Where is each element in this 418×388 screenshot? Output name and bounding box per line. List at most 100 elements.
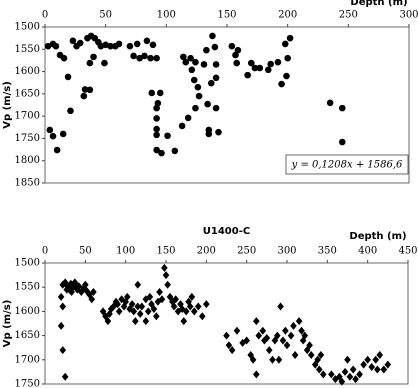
x-tick-label: 100 — [157, 10, 176, 21]
data-point — [192, 58, 199, 66]
x-tick-label: 0 — [42, 10, 48, 21]
data-point — [44, 42, 52, 50]
data-point — [317, 350, 325, 359]
data-point — [338, 138, 346, 146]
data-point — [178, 122, 186, 130]
data-point — [188, 292, 196, 301]
y-axis-title: Vp (m/s) — [2, 81, 13, 129]
data-point — [278, 80, 285, 88]
data-point — [234, 46, 242, 54]
data-point — [142, 317, 150, 326]
data-point — [90, 53, 97, 61]
data-point — [190, 307, 198, 316]
data-point — [59, 130, 67, 138]
data-point — [141, 52, 148, 60]
y-tick-label: 1550 — [15, 282, 40, 293]
data-point — [279, 336, 287, 345]
data-point — [156, 89, 164, 97]
data-point — [148, 300, 155, 309]
data-point — [349, 365, 357, 374]
data-point — [156, 288, 163, 297]
data-point — [356, 370, 363, 379]
data-point — [182, 307, 190, 316]
data-point — [184, 114, 192, 122]
data-point — [128, 300, 136, 309]
data-point — [115, 40, 123, 48]
data-point — [172, 295, 179, 304]
data-point — [341, 367, 349, 376]
data-point — [49, 132, 57, 140]
data-point — [115, 307, 123, 316]
data-point — [63, 285, 71, 294]
data-point — [263, 334, 271, 343]
data-point — [215, 128, 222, 136]
y-tick-label: 1500 — [15, 258, 40, 269]
data-point — [274, 58, 282, 66]
data-point — [57, 321, 65, 330]
y-tick-label: 1650 — [15, 88, 40, 99]
data-point — [195, 92, 203, 100]
x-tick-label: 150 — [156, 246, 175, 257]
data-point — [352, 375, 359, 384]
data-point — [154, 297, 162, 306]
x-tick-label: 150 — [217, 10, 236, 21]
data-point — [52, 42, 60, 50]
data-point — [171, 147, 179, 155]
data-point — [187, 54, 194, 62]
data-point — [228, 42, 236, 50]
data-point — [149, 41, 157, 49]
data-point — [203, 300, 210, 309]
data-point — [265, 346, 273, 355]
data-point — [368, 363, 375, 372]
data-point — [126, 304, 133, 313]
data-point — [170, 302, 178, 311]
data-point — [259, 326, 267, 335]
data-point — [143, 37, 151, 45]
data-point — [253, 370, 260, 379]
data-point — [269, 355, 276, 364]
data-point — [136, 309, 144, 318]
data-point — [247, 59, 255, 67]
x-axis-title: Depth (m) — [349, 231, 406, 242]
data-point — [267, 60, 274, 68]
data-point — [247, 350, 254, 359]
data-point — [164, 280, 171, 289]
data-point — [307, 350, 315, 359]
data-point — [69, 37, 77, 45]
data-point — [53, 146, 61, 154]
data-point — [142, 295, 150, 304]
data-point — [212, 74, 220, 82]
x-tick-label: 400 — [358, 246, 377, 257]
data-point — [57, 292, 65, 301]
y-tick-label: 1850 — [15, 178, 40, 189]
data-point — [82, 280, 89, 289]
data-point — [228, 346, 236, 355]
data-point — [194, 83, 202, 91]
data-point — [46, 126, 54, 134]
x-tick-label: 250 — [237, 246, 256, 257]
data-point — [107, 42, 114, 50]
data-point — [76, 39, 84, 47]
data-point — [380, 365, 388, 374]
y-tick-label: 1700 — [15, 111, 40, 122]
data-point — [205, 130, 213, 138]
data-point — [253, 317, 260, 326]
chart-title: U1400-C — [203, 226, 250, 237]
data-point — [303, 346, 311, 355]
data-point — [153, 125, 160, 133]
y-tick-label: 1750 — [15, 379, 40, 388]
data-point — [194, 302, 202, 311]
x-tick-label: 300 — [277, 246, 296, 257]
data-point — [114, 300, 121, 309]
data-point — [146, 292, 154, 301]
data-point — [188, 66, 196, 74]
data-point — [251, 64, 259, 72]
data-point — [284, 54, 291, 62]
data-point — [162, 271, 170, 280]
data-point — [192, 104, 199, 112]
data-point — [283, 72, 290, 80]
data-point — [88, 295, 96, 304]
y-tick-label: 1750 — [15, 133, 40, 144]
y-tick-label: 1600 — [15, 306, 40, 317]
